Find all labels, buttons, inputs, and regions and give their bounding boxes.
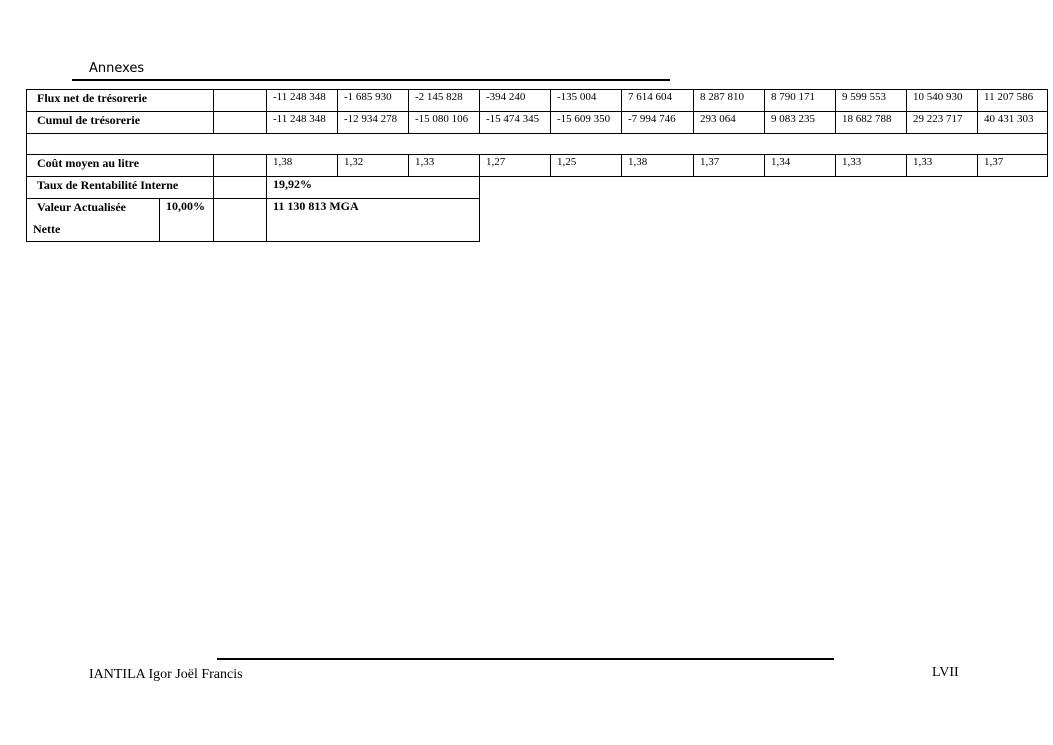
- cell: 1,38: [621, 154, 695, 177]
- cell: 1,34: [764, 154, 837, 177]
- row-cout: Coût moyen au litre 1,38 1,32 1,33 1,27 1,25…: [25, 154, 1049, 177]
- row-van: Valeur Actualisée Nette 10,00% 11 130 813…: [26, 198, 1048, 242]
- cell: 9 599 553: [835, 89, 908, 112]
- cell: -2 145 828: [408, 89, 481, 112]
- cell: -11 248 348: [266, 111, 339, 134]
- footer-rule: [217, 658, 834, 660]
- cell: 8 790 171: [764, 89, 837, 112]
- cell: -7 994 746: [621, 111, 695, 134]
- cell: -15 080 106: [408, 111, 481, 134]
- cell: 1,33: [835, 154, 908, 177]
- cell: 1,38: [266, 154, 339, 177]
- cell: -394 240: [479, 89, 552, 112]
- page-number: LVII: [932, 665, 959, 680]
- cell: 1,25: [550, 154, 623, 177]
- cell: -11 248 348: [266, 89, 339, 112]
- cell: -1 685 930: [337, 89, 410, 112]
- tri-value: 19,92%: [266, 176, 481, 199]
- cell: 293 064: [693, 111, 766, 134]
- row-tri: Taux de Rentabilité Interne 19,92%: [25, 176, 1048, 199]
- cell: 1,37: [977, 154, 1049, 177]
- row-label: Coût moyen au litre: [25, 154, 215, 177]
- cell: 7 614 604: [621, 89, 695, 112]
- cell: 40 431 303: [977, 111, 1049, 134]
- cell: 1,33: [906, 154, 979, 177]
- row-blank: [25, 133, 1049, 155]
- row-label: Taux de Rentabilité Interne: [25, 176, 215, 199]
- row-label: Valeur Actualisée Nette: [26, 198, 160, 242]
- cell: 1,33: [408, 154, 481, 177]
- cell: -12 934 278: [337, 111, 410, 134]
- row-label: Cumul de trésorerie: [25, 111, 215, 134]
- header-rule: [72, 79, 670, 81]
- cell: 1,32: [337, 154, 410, 177]
- cell: 1,27: [479, 154, 552, 177]
- header-title: Annexes: [89, 61, 145, 76]
- van-rate: 10,00%: [158, 198, 215, 242]
- cell: -135 004: [550, 89, 623, 112]
- cell: 1,37: [693, 154, 766, 177]
- cell: 10 540 930: [906, 89, 979, 112]
- cell: 11 207 586: [977, 89, 1049, 112]
- cell: -15 609 350: [550, 111, 623, 134]
- cell: -15 474 345: [479, 111, 552, 134]
- van-value: 11 130 813 MGA: [266, 198, 481, 242]
- row-label: Flux net de trésorerie: [25, 89, 215, 112]
- cell: 8 287 810: [693, 89, 766, 112]
- row-flux: Flux net de trésorerie -11 248 348 -1 685…: [25, 89, 1049, 112]
- cell: 9 083 235: [764, 111, 837, 134]
- footer-author: IANTILA Igor Joël Francis: [89, 667, 243, 682]
- financial-table: Flux net de trésorerie -11 248 348 -1 685…: [25, 89, 1049, 242]
- cell: 18 682 788: [835, 111, 908, 134]
- row-cumul: Cumul de trésorerie -11 248 348 -12 934 2…: [25, 111, 1049, 134]
- cell: 29 223 717: [906, 111, 979, 134]
